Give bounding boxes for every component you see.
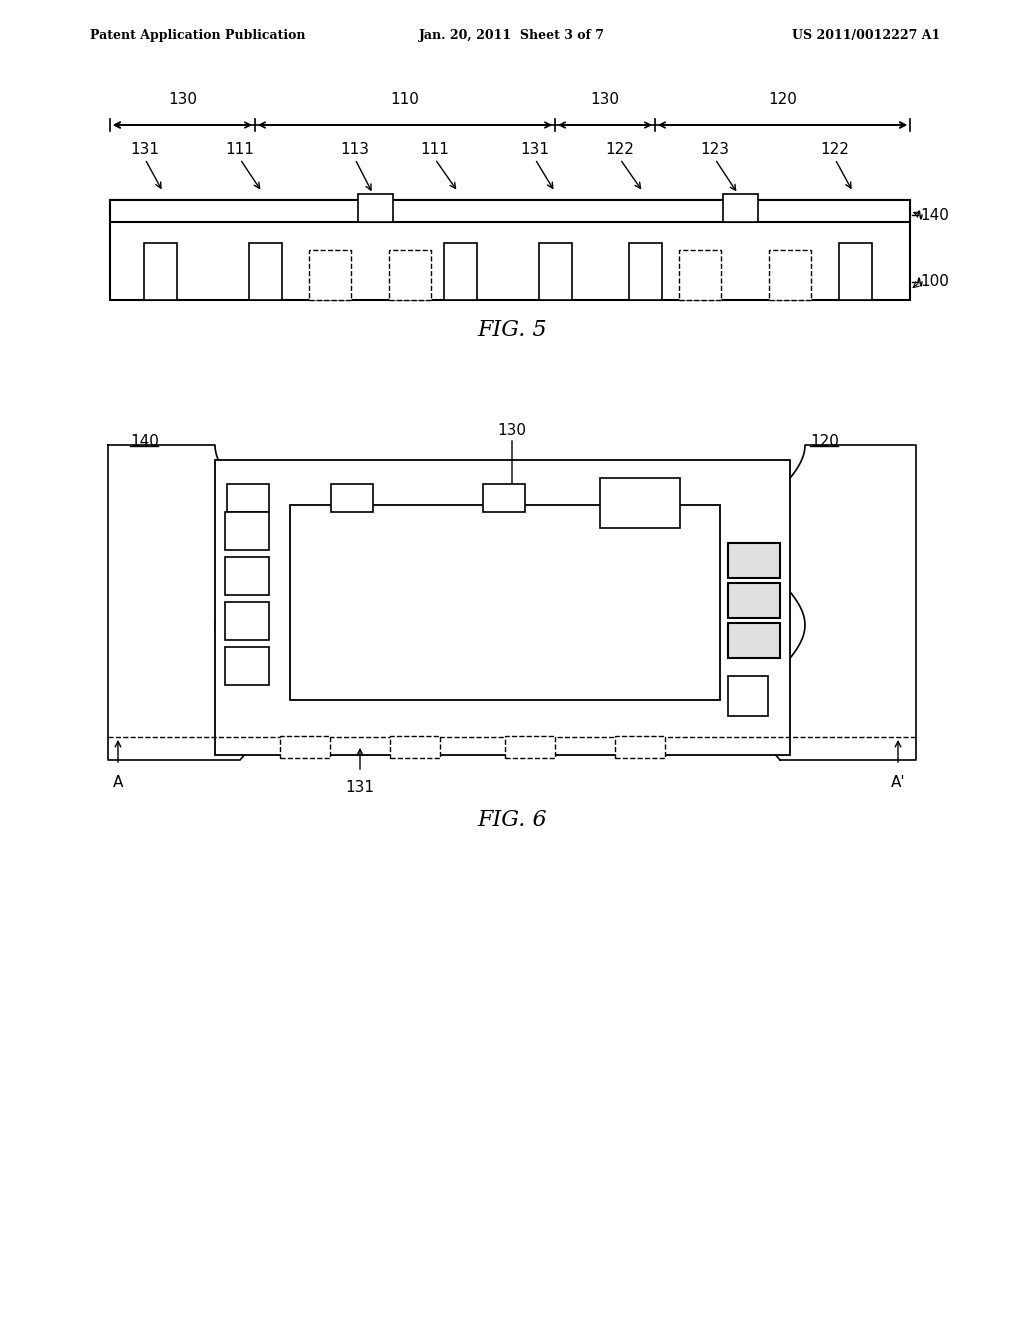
Bar [225,602,269,640]
Bar [309,249,351,300]
Text: 131: 131 [345,780,375,795]
Text: 111: 111 [225,143,254,157]
Bar [443,243,476,300]
Bar [331,484,373,512]
Bar [110,201,910,222]
Bar [600,478,680,528]
Text: 120: 120 [768,92,797,107]
Text: 113: 113 [341,143,370,157]
Bar [769,249,811,300]
Bar [225,557,269,595]
Bar [539,243,571,300]
Bar [389,249,431,300]
Text: A': A' [891,775,905,789]
Text: 130: 130 [168,92,197,107]
Bar [728,583,780,618]
Text: Patent Application Publication: Patent Application Publication [90,29,305,41]
Bar [110,201,910,300]
Text: FIG. 5: FIG. 5 [477,319,547,341]
Text: A: A [113,775,123,789]
Text: 130: 130 [591,92,620,107]
Bar [227,484,269,512]
Bar [225,647,269,685]
Bar [728,623,780,657]
Bar [225,512,269,550]
Bar [629,243,662,300]
Text: 111: 111 [421,143,450,157]
Text: 120: 120 [810,434,839,450]
Bar [728,543,780,578]
Bar [505,737,555,758]
Text: 140: 140 [920,207,949,223]
Bar [483,484,525,512]
Bar [143,243,176,300]
Bar [280,737,330,758]
Bar [357,194,392,222]
Text: 131: 131 [130,143,160,157]
Text: 123: 123 [700,143,729,157]
Bar [679,249,721,300]
Text: US 2011/0012227 A1: US 2011/0012227 A1 [792,29,940,41]
Polygon shape [755,445,916,760]
Text: 131: 131 [520,143,550,157]
Bar [390,737,440,758]
Text: 110: 110 [390,92,420,107]
Polygon shape [108,445,265,760]
Text: 130: 130 [498,422,526,438]
Bar [249,243,282,300]
Bar [723,194,758,222]
Bar [615,737,665,758]
Text: FIG. 6: FIG. 6 [477,809,547,832]
Text: 100: 100 [920,275,949,289]
Text: 140: 140 [130,434,159,450]
Text: Jan. 20, 2011  Sheet 3 of 7: Jan. 20, 2011 Sheet 3 of 7 [419,29,605,41]
Bar [839,243,871,300]
Text: 122: 122 [820,143,850,157]
Text: 110: 110 [488,593,522,611]
Bar [215,459,790,755]
Bar [290,506,720,700]
Bar [728,676,768,715]
Text: 122: 122 [605,143,635,157]
